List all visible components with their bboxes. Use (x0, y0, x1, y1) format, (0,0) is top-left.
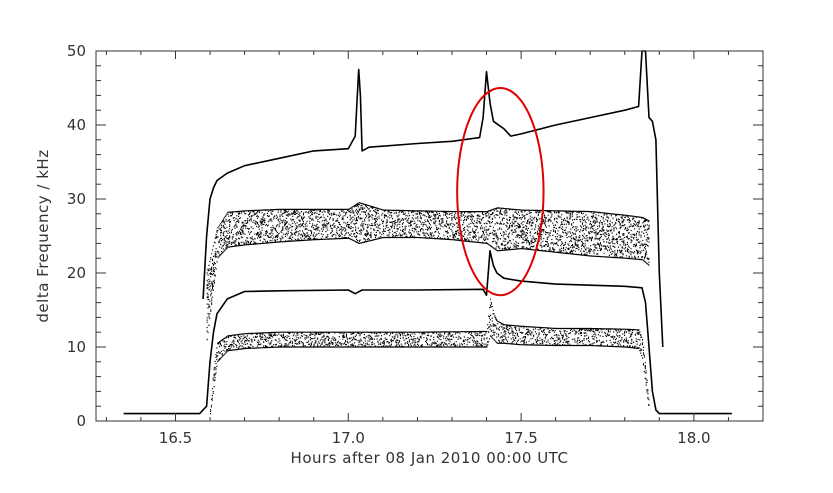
highlight-ellipse (456, 87, 545, 297)
x-tick-label: 16.5 (159, 429, 192, 447)
band-dots (210, 298, 650, 415)
x-axis-ticks: 16.5 17.0 17.5 18.0 (105, 51, 764, 447)
line-series-1 (202, 50, 664, 348)
scatter-bands (206, 202, 650, 415)
line-series-0 (123, 250, 732, 415)
y-tick-label: 40 (67, 116, 86, 134)
y-tick-label: 20 (67, 264, 86, 282)
band-dots (206, 202, 650, 341)
x-axis-label: Hours after 08 Jan 2010 00:00 UTC (291, 449, 569, 467)
x-tick-label: 17.0 (332, 429, 365, 447)
y-axis-label: delta Frequency / kHz (34, 149, 52, 322)
y-axis-ticks: 0 10 20 30 40 50 (67, 42, 763, 430)
annotations (456, 87, 545, 297)
y-tick-label: 10 (67, 338, 86, 356)
x-tick-label: 18.0 (677, 429, 710, 447)
data-lines (123, 50, 732, 415)
y-tick-label: 0 (76, 412, 86, 430)
x-tick-label: 17.5 (504, 429, 537, 447)
y-tick-label: 50 (67, 42, 86, 60)
band-series-3 (210, 298, 650, 415)
plot-frame (95, 50, 764, 422)
y-tick-label: 30 (67, 190, 86, 208)
band-series-2 (206, 202, 650, 341)
